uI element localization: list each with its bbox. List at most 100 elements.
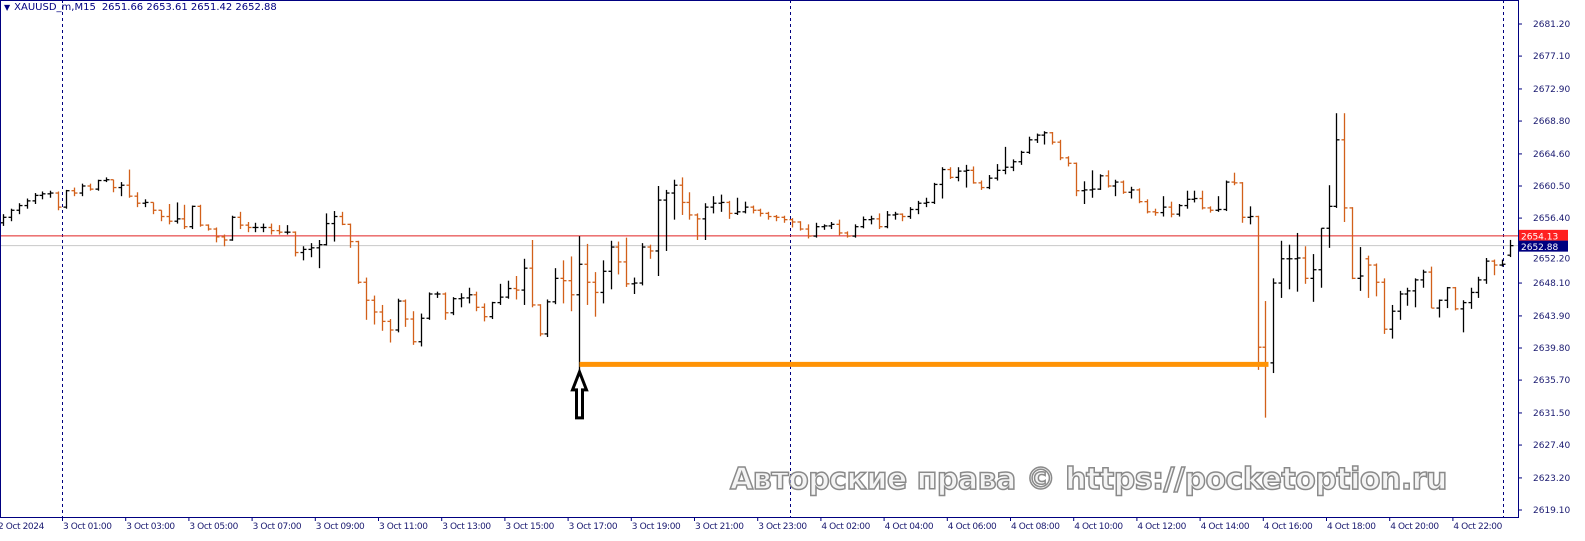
ohlc-bar (568, 256, 575, 312)
price-tick-label: 2619.10 (1533, 506, 1570, 516)
ask-price-label: 2654.13 (1519, 229, 1568, 242)
ohlc-bar (347, 223, 354, 248)
ohlc-bar (103, 177, 110, 183)
ohlc-bar (1326, 185, 1333, 248)
ohlc-bar (8, 208, 15, 222)
ohlc-bar (79, 183, 86, 197)
ohlc-bar (142, 199, 149, 208)
ohlc-bar (1452, 286, 1459, 311)
ohlc-bar (237, 211, 244, 230)
ohlc-bar (521, 258, 528, 305)
ohlc-values: 2651.66 2653.61 2651.42 2652.88 (101, 2, 277, 13)
ohlc-bar (584, 243, 591, 305)
ohlc-bar (789, 218, 796, 228)
ohlc-bar (1333, 113, 1340, 208)
ohlc-bar (718, 194, 725, 212)
ohlc-bar (1365, 255, 1372, 298)
ohlc-bar (323, 213, 330, 246)
ohlc-bar (844, 231, 851, 238)
ohlc-bar (899, 213, 906, 222)
ohlc-bar (1168, 201, 1175, 218)
ohlc-bar (805, 224, 812, 239)
ohlc-bar (686, 192, 693, 220)
ohlc-bar (1128, 186, 1135, 199)
ohlc-bar (158, 209, 165, 222)
price-tick-label: 2656.40 (1533, 214, 1570, 224)
ohlc-bar (1262, 301, 1269, 418)
ohlc-bar (118, 182, 125, 197)
ohlc-bar (1176, 204, 1183, 217)
ohlc-bar (1105, 170, 1112, 188)
ohlc-bar (284, 225, 291, 235)
ohlc-bar (592, 272, 599, 317)
ohlc-bar (1057, 139, 1064, 161)
ohlc-bar (1404, 287, 1411, 306)
price-axis[interactable]: 2681.20 2677.10 2672.90 2668.80 2664.60 2660.… (1518, 20, 1570, 516)
ohlc-bar (174, 202, 181, 224)
price-tick-label: 2660.50 (1533, 182, 1570, 192)
ohlc-bar (978, 180, 985, 190)
bid-price-text: 2652.88 (1521, 243, 1558, 253)
price-tick-label: 2681.20 (1533, 20, 1570, 30)
price-tick-label: 2652.20 (1533, 255, 1570, 265)
ohlc-bar (765, 211, 772, 220)
ohlc-bar (1191, 190, 1198, 203)
ohlc-bar (1026, 136, 1033, 154)
ohlc-bar (1247, 206, 1254, 225)
ohlc-bar (560, 260, 567, 304)
ohlc-bar (1041, 131, 1048, 145)
ohlc-bar (1294, 232, 1301, 292)
ohlc-bar (1215, 196, 1222, 212)
ohlc-bar (702, 203, 709, 240)
ohlc-bar (1231, 172, 1238, 186)
time-tick-label: 3 Oct 05:00 (189, 522, 238, 532)
ohlc-bar (1397, 290, 1404, 320)
ohlc-bar (1136, 188, 1143, 204)
ohlc-bar (458, 293, 465, 308)
bid-price-label: 2652.88 (1519, 240, 1568, 253)
ohlc-bar (513, 276, 520, 300)
time-tick-label: 3 Oct 03:00 (126, 522, 175, 532)
ohlc-bar (655, 186, 662, 276)
ohlc-bar (552, 268, 559, 305)
ohlc-bar (450, 297, 457, 316)
ohlc-bar (1049, 132, 1056, 145)
ohlc-bar (647, 244, 654, 259)
ohlc-bar (387, 319, 394, 343)
ohlc-bar (1460, 300, 1467, 333)
ohlc-bar (1270, 278, 1277, 374)
ohlc-bar (24, 198, 31, 209)
ohlc-bar (221, 234, 228, 247)
ohlc-bar (923, 197, 930, 208)
triangle-down-icon[interactable]: ▼ (4, 3, 11, 12)
ohlc-bar (600, 260, 607, 304)
ohlc-bar (939, 167, 946, 199)
ohlc-bar (47, 190, 54, 198)
ohlc-bar (71, 187, 78, 197)
ohlc-bar (63, 189, 70, 209)
up-arrow-icon[interactable] (570, 367, 589, 420)
time-tick-label: 4 Oct 02:00 (821, 522, 870, 532)
ohlc-bar (671, 179, 678, 220)
ohlc-bar (1341, 113, 1348, 222)
ohlc-bar (1302, 246, 1309, 284)
time-tick-label: 4 Oct 20:00 (1390, 522, 1439, 532)
time-tick-label: 3 Oct 07:00 (253, 522, 302, 532)
ohlc-bar (260, 223, 267, 233)
ohlc-bar (1120, 180, 1127, 194)
ohlc-bar (205, 224, 212, 231)
ohlc-bar (821, 224, 828, 230)
time-tick-label: 3 Oct 11:00 (379, 522, 428, 532)
ohlc-bar (868, 215, 875, 225)
price-tick-label: 2668.80 (1533, 117, 1570, 127)
ohlc-bar (1491, 259, 1498, 276)
ohlc-bar (379, 304, 386, 331)
ohlc-bar (742, 201, 749, 214)
plot-frame (0, 0, 1519, 518)
ohlc-bar (181, 204, 188, 230)
ohlc-bar (537, 304, 544, 337)
ohlc-bar (931, 182, 938, 204)
time-axis[interactable]: 2 Oct 2024 3 Oct 01:00 3 Oct 03:00 3 Oct 05… (0, 517, 1503, 532)
price-tick-label: 2635.70 (1533, 376, 1570, 386)
